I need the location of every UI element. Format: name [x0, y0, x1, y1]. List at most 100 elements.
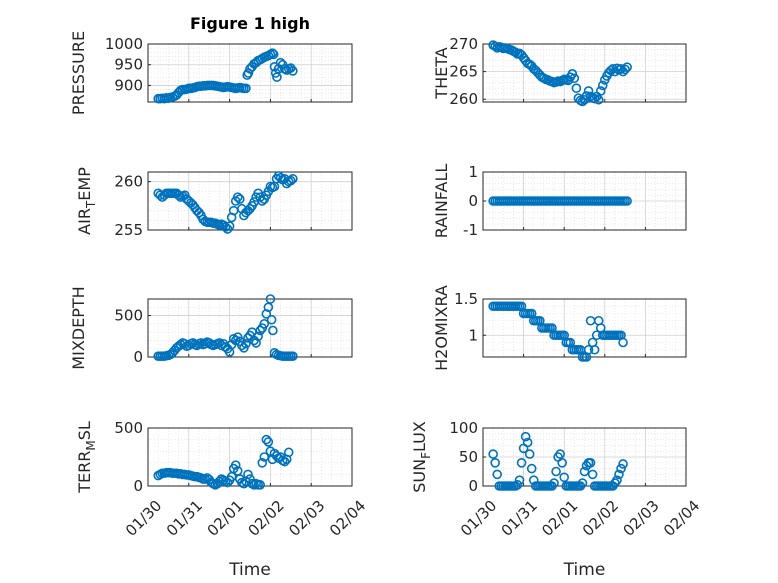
- y-tick-label: 0: [468, 192, 478, 210]
- x-axis-label-right: Time: [563, 560, 606, 580]
- data-point: [579, 466, 590, 477]
- y-tick-label: 950: [114, 56, 143, 74]
- data-point: [589, 93, 600, 104]
- data-point: [583, 344, 594, 355]
- x-tick-label: 02/04: [326, 497, 369, 540]
- data-point: [524, 449, 535, 459]
- x-tick-label: 02/03: [285, 497, 328, 540]
- data-point: [268, 49, 279, 60]
- data-point: [243, 469, 253, 480]
- y-tick-label: 1: [468, 163, 478, 181]
- y-tick-label: 100: [449, 419, 478, 437]
- data-point: [230, 460, 241, 470]
- data-point: [569, 73, 580, 84]
- data-point: [587, 469, 598, 480]
- data-point: [261, 309, 272, 319]
- data-point: [514, 475, 525, 486]
- plot-border: [482, 298, 687, 358]
- y-tick-label: 0: [133, 477, 143, 495]
- data-point: [261, 434, 272, 445]
- data-point: [288, 66, 298, 76]
- data-point: [279, 456, 290, 467]
- data-point: [490, 457, 500, 468]
- data-point: [516, 457, 527, 468]
- x-tick-label: 01/30: [457, 497, 500, 540]
- y-axis-label: H2OMIXRA: [432, 285, 451, 371]
- data-point: [618, 337, 628, 348]
- x-tick-label: 02/04: [660, 497, 703, 540]
- data-point: [577, 478, 588, 488]
- data-point: [551, 466, 561, 477]
- data-point: [251, 338, 261, 348]
- data-point: [241, 83, 251, 94]
- y-axis-label: AIRTEMP: [75, 167, 98, 235]
- data-point: [622, 196, 632, 206]
- data-point: [526, 463, 537, 474]
- y-tick-label: 50: [459, 448, 478, 466]
- plot-border: [147, 171, 353, 231]
- data-point: [255, 325, 266, 336]
- axes-rainfall: -1 0 1 RAINFALL: [432, 163, 687, 239]
- data-point: [266, 314, 277, 325]
- plot-border: [482, 171, 687, 231]
- x-tick-label: 02/03: [619, 497, 662, 540]
- data-point: [559, 472, 570, 483]
- axes-pressure: 900 950 1000 PRESSURE: [69, 31, 353, 115]
- x-axis-label-left: Time: [228, 560, 271, 580]
- y-tick-label: 260: [114, 173, 143, 191]
- y-axis-label: SUNFLUX: [410, 421, 433, 493]
- axes-terr-msl: 0 500 TERRMSL 01/3001/3102/0102/0202/0302/0…: [75, 419, 369, 540]
- data-point: [597, 80, 608, 91]
- axes-air-temp: 255 260 AIRTEMP: [75, 167, 353, 239]
- data-point: [283, 447, 294, 458]
- x-tick-label: 02/02: [244, 497, 287, 540]
- y-tick-label: -1: [463, 221, 478, 239]
- data-point: [220, 222, 231, 232]
- y-tick-label: 0: [468, 477, 478, 495]
- data-point: [492, 469, 503, 480]
- data-point: [583, 86, 594, 96]
- data-point: [259, 319, 270, 329]
- axes-mixdepth: 0 500 MIXDEPTH: [69, 286, 353, 370]
- data-point: [593, 94, 604, 105]
- data-point: [232, 192, 243, 202]
- data-point: [224, 221, 235, 231]
- x-tick-label: 01/30: [122, 497, 165, 540]
- data-point: [581, 91, 592, 101]
- data-point: [253, 331, 263, 342]
- data-point: [567, 69, 578, 79]
- y-axis-label: PRESSURE: [69, 31, 88, 115]
- data-point: [235, 194, 245, 204]
- data-point: [618, 459, 628, 469]
- data-point: [257, 457, 268, 468]
- y-tick-label: 500: [114, 419, 143, 437]
- data-point: [549, 478, 559, 488]
- y-axis-label: TERRMSL: [75, 421, 98, 494]
- data-point: [616, 463, 626, 474]
- data-point: [595, 86, 606, 96]
- data-point: [285, 175, 296, 186]
- y-tick-label: 265: [449, 63, 478, 81]
- y-tick-label: 1: [468, 326, 478, 344]
- data-point: [571, 83, 582, 93]
- y-tick-label: 0: [133, 348, 143, 366]
- x-tick-label: 02/02: [579, 497, 622, 540]
- data-point: [263, 437, 274, 447]
- plot-border: [147, 298, 353, 358]
- x-tick-label: 01/31: [498, 497, 541, 540]
- x-tick-label: 01/31: [163, 497, 206, 540]
- y-tick-label: 500: [114, 307, 143, 325]
- data-point: [555, 449, 565, 459]
- y-tick-label: 900: [114, 76, 143, 94]
- data-point: [614, 469, 624, 480]
- data-point: [268, 325, 278, 336]
- data-point: [512, 480, 523, 490]
- y-axis-label: RAINFALL: [432, 164, 451, 239]
- y-tick-label: 270: [449, 35, 478, 53]
- figure-title: Figure 1 high: [190, 14, 310, 33]
- data-point: [620, 64, 630, 75]
- data-point: [241, 338, 251, 349]
